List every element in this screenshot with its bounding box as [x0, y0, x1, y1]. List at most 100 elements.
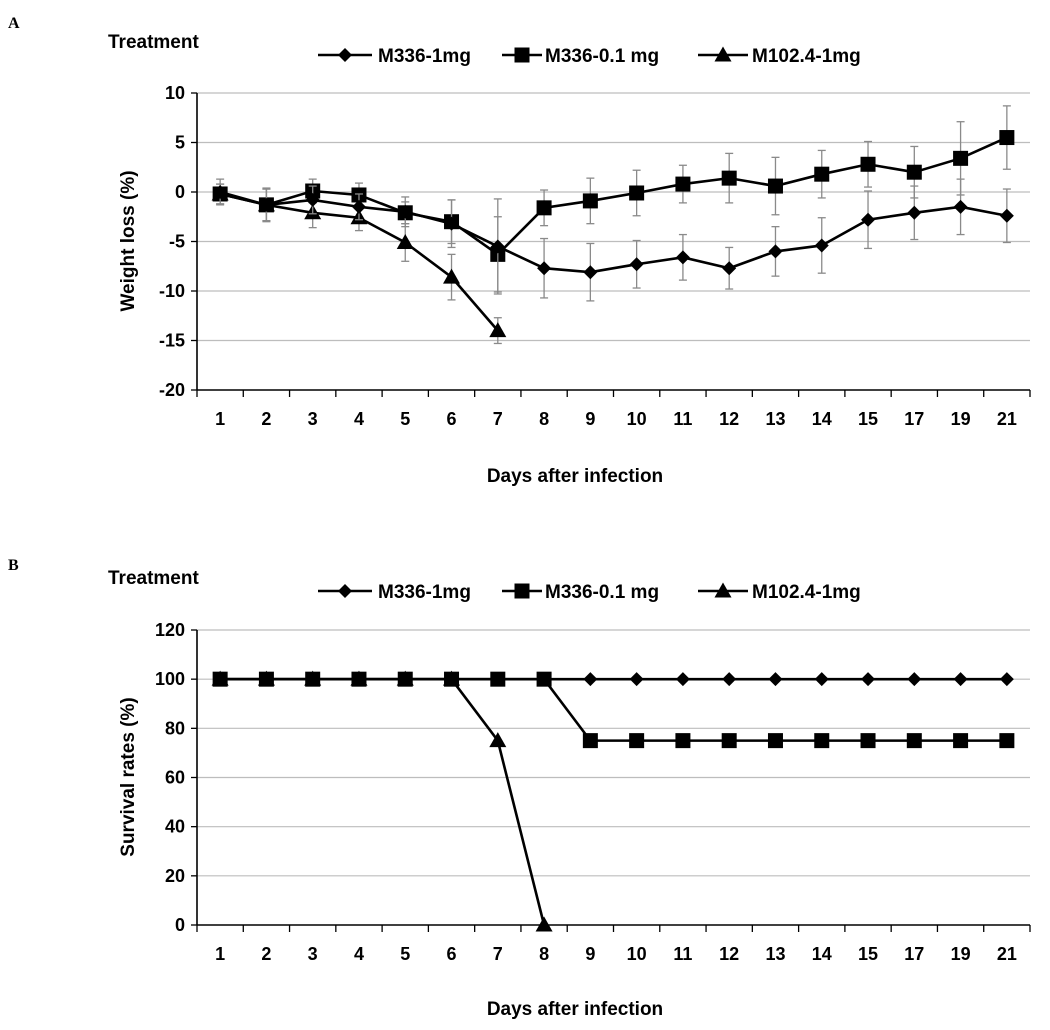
panel-a-x-tick-label: 14 — [812, 409, 832, 429]
panel-a-x-tick-label: 11 — [673, 409, 692, 429]
panel-a-x-tick-label: 4 — [354, 409, 364, 429]
panel-b-data-point — [999, 672, 1014, 687]
panel-b-x-tick-label: 17 — [904, 944, 924, 964]
panel-b-series-1 — [212, 671, 1015, 749]
panel-b-x-tick-label: 8 — [539, 944, 549, 964]
panel-a-data-point — [722, 261, 737, 276]
panel-a-data-point — [537, 261, 552, 276]
panel-b-legend-title: Treatment — [108, 568, 199, 589]
panel-a-legend-label: M336-0.1 mg — [545, 46, 659, 67]
panel-b-data-point — [629, 672, 644, 687]
panel-b-series-2 — [211, 670, 553, 932]
panel-a-x-tick-label: 10 — [627, 409, 647, 429]
panel-a-x-axis-title: Days after infection — [487, 466, 663, 487]
panel-a-x-tick-label: 13 — [765, 409, 785, 429]
panel-b-x-tick-label: 13 — [765, 944, 785, 964]
panel-b-data-point — [351, 672, 366, 687]
panel-b-x-tick-label: 1 — [215, 944, 225, 964]
panel-b-y-tick-label: 60 — [165, 768, 185, 788]
panel-a-legend-marker — [714, 46, 732, 62]
panel-b-x-tick-label: 11 — [673, 944, 692, 964]
panel-a-data-point — [489, 322, 507, 338]
panel-b-y-axis-title: Survival rates (%) — [118, 697, 139, 856]
panel-b-data-point — [907, 672, 922, 687]
panel-b-data-point — [814, 733, 830, 749]
panel-b-y-tick-label: 120 — [155, 620, 185, 640]
panel-b-x-tick-label: 7 — [493, 944, 503, 964]
panel-a-y-tick-label: -20 — [159, 380, 185, 400]
panel-b-x-tick-label: 15 — [858, 944, 878, 964]
panel-b-x-tick-label: 2 — [261, 944, 271, 964]
panel-a-data-point — [213, 185, 228, 199]
panel-b-data-point — [767, 733, 783, 749]
panel-a-data-point — [629, 185, 645, 201]
panel-a-legend-title: Treatment — [108, 32, 199, 53]
panel-b-data-point — [444, 672, 459, 687]
panel-a-y-tick-label: -5 — [169, 232, 185, 252]
panel-b-x-tick-label: 19 — [951, 944, 971, 964]
panel-a-x-tick-label: 5 — [400, 409, 410, 429]
panel-a-data-point — [860, 156, 876, 172]
panel-b-data-point — [768, 672, 783, 687]
panel-b-data-point — [953, 733, 969, 749]
panel-b-x-tick-label: 21 — [997, 944, 1017, 964]
panel-a-y-tick-label: 5 — [175, 133, 185, 153]
panel-a-data-point — [396, 233, 414, 249]
panel-a-y-tick-label: 0 — [175, 182, 185, 202]
panel-b-x-tick-label: 5 — [400, 944, 410, 964]
panel-b-y-tick-label: 100 — [155, 669, 185, 689]
panel-b-data-point — [814, 672, 829, 687]
panel-a-y-tick-label: -15 — [159, 331, 185, 351]
panel-a-x-tick-label: 17 — [904, 409, 924, 429]
panel-b-x-axis-title: Days after infection — [487, 999, 663, 1020]
panel-a-data-point — [443, 268, 461, 284]
panel-a-data-point — [814, 166, 830, 182]
panel-b-data-point — [305, 672, 320, 687]
panel-b-series-line — [220, 677, 546, 926]
panel-b-series-0 — [213, 672, 1014, 687]
panel-a-data-point — [536, 200, 552, 216]
panel-a-data-point — [953, 150, 969, 166]
panel-b-legend-label: M336-0.1 mg — [545, 582, 659, 603]
panel-a-data-point — [629, 257, 644, 272]
panel-b-data-point — [213, 672, 228, 687]
panel-b-y-tick-label: 0 — [175, 915, 185, 935]
panel-b-data-point — [629, 733, 645, 749]
panel-a-x-tick-label: 2 — [261, 409, 271, 429]
panel-a-data-point — [351, 199, 366, 214]
panel-b-y-tick-label: 80 — [165, 718, 185, 738]
panel-a-data-point — [907, 205, 922, 220]
panel-b-legend-label: M336-1mg — [378, 582, 471, 603]
panel-b-legend-marker — [514, 583, 530, 599]
panel-b-data-point — [860, 733, 876, 749]
panel-b-legend-marker — [338, 584, 352, 598]
panel-a-data-point — [444, 216, 459, 231]
panel-b-data-point — [259, 672, 274, 687]
panel-a-label: A — [8, 15, 20, 32]
panel-a-x-tick-label: 6 — [447, 409, 457, 429]
panel-b-x-tick-label: 6 — [447, 944, 457, 964]
panel-a-data-point — [675, 176, 691, 192]
panel-b-data-point — [537, 672, 552, 687]
panel-a-data-point — [675, 250, 690, 265]
panel-b-x-tick-label: 3 — [308, 944, 318, 964]
panel-a-y-tick-label: -10 — [159, 281, 185, 301]
panel-b-series-line — [220, 677, 1007, 742]
panel-a-data-point — [721, 170, 737, 186]
panel-b-x-tick-label: 14 — [812, 944, 832, 964]
panel-a-y-tick-label: 10 — [165, 83, 185, 103]
panel-a-data-point — [999, 130, 1015, 146]
panel-a-series-1 — [212, 105, 1015, 293]
panel-b-data-point — [489, 732, 507, 748]
panel-b-data-point — [999, 733, 1015, 749]
panel-a-data-point — [814, 238, 829, 253]
panel-b-data-point — [490, 672, 505, 687]
panel-a-data-point — [861, 212, 876, 227]
panel-a-series-line — [219, 136, 1008, 257]
panel-b-y-tick-label: 20 — [165, 866, 185, 886]
panel-b-x-tick-label: 9 — [585, 944, 595, 964]
panel-b-y-tick-label: 40 — [165, 817, 185, 837]
panel-a-legend-marker — [514, 47, 530, 63]
